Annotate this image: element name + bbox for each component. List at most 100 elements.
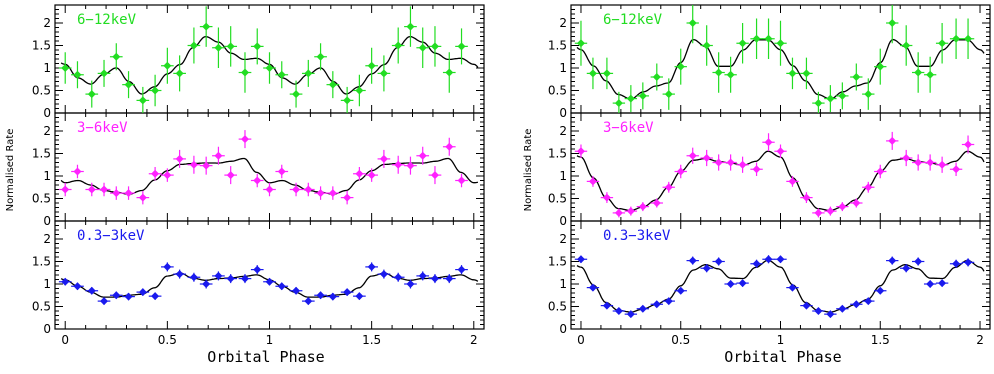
point-marker	[626, 310, 635, 319]
data-point	[886, 256, 899, 265]
point-marker	[802, 69, 811, 78]
data-point	[724, 280, 737, 288]
point-marker	[876, 62, 885, 71]
data-point	[148, 167, 162, 181]
data-point	[586, 283, 600, 292]
point-marker	[864, 297, 873, 306]
point-marker	[576, 147, 585, 156]
point-marker	[602, 301, 611, 310]
data-point	[824, 206, 837, 216]
point-marker	[638, 304, 647, 313]
point-marker	[430, 171, 439, 180]
data-point	[136, 288, 150, 297]
data-point	[812, 208, 825, 218]
point-marker	[124, 292, 133, 301]
y-tick-label: 1	[559, 169, 567, 183]
point-marker	[379, 270, 388, 279]
data-point	[173, 55, 186, 92]
point-marker	[838, 91, 847, 100]
point-marker	[802, 193, 811, 202]
data-point	[199, 6, 213, 47]
point-marker	[952, 34, 961, 43]
data-point	[301, 59, 315, 87]
data-point	[900, 25, 913, 66]
data-point	[636, 202, 650, 212]
data-point	[404, 6, 417, 47]
point-marker	[664, 90, 673, 99]
y-tick-label: 0	[559, 214, 567, 228]
data-point	[886, 5, 899, 44]
point-marker	[112, 291, 121, 300]
right-band-label-0-3-3kev: 0.3−3keV	[603, 228, 671, 244]
point-marker	[788, 69, 797, 78]
point-marker	[61, 64, 70, 72]
data-point	[97, 59, 111, 87]
point-marker	[253, 265, 262, 274]
data-point	[289, 80, 303, 108]
y-tick-label: 1.5	[548, 147, 567, 161]
point-marker	[343, 96, 352, 105]
point-marker	[764, 138, 773, 147]
y-tick-label: 1	[43, 277, 51, 291]
point-marker	[445, 142, 454, 151]
point-marker	[265, 185, 274, 194]
point-marker	[926, 280, 935, 288]
y-tick-label: 1	[559, 61, 567, 75]
point-marker	[367, 262, 376, 271]
point-marker	[614, 99, 623, 108]
data-point	[600, 57, 614, 90]
data-point	[786, 176, 799, 187]
point-marker	[952, 165, 961, 174]
data-point	[442, 137, 456, 156]
point-marker	[316, 291, 325, 300]
point-marker	[776, 147, 785, 156]
data-point	[173, 269, 186, 279]
point-marker	[214, 271, 223, 280]
data-point	[736, 156, 749, 173]
point-marker	[87, 90, 96, 99]
point-marker	[367, 171, 376, 180]
point-marker	[914, 158, 923, 167]
data-point	[161, 168, 174, 182]
data-point	[923, 280, 937, 288]
left-x-axis-title: Orbital Phase	[207, 348, 324, 366]
point-marker	[776, 255, 785, 264]
data-point	[238, 52, 252, 93]
point-marker	[652, 73, 661, 81]
data-point	[786, 283, 799, 292]
point-marker	[61, 277, 70, 286]
point-marker	[938, 279, 947, 288]
data-point	[961, 258, 975, 267]
data-point	[58, 52, 72, 84]
point-marker	[814, 99, 823, 108]
y-tick-label: 0	[43, 106, 51, 120]
y-tick-label: 0	[559, 322, 567, 336]
data-point	[624, 206, 638, 216]
point-marker	[938, 160, 947, 169]
point-marker	[328, 80, 337, 89]
point-marker	[676, 62, 685, 71]
x-tick-label: 1.5	[362, 333, 381, 347]
data-point	[724, 56, 737, 93]
data-point	[923, 154, 937, 171]
data-point	[289, 286, 303, 295]
point-marker	[138, 96, 147, 105]
point-marker	[87, 286, 96, 295]
point-marker	[764, 255, 773, 264]
point-marker	[418, 43, 427, 52]
y-tick-label: 2	[559, 232, 567, 246]
right-x-axis-title: Orbital Phase	[724, 348, 841, 366]
right-column: 0 0.5 1 1.5 2 0 0.5 1 1.5 2 0 0.5 1 1.5 2 0 0.5 1 1.5 2	[548, 4, 991, 347]
data-point	[574, 144, 588, 158]
data-point	[263, 182, 276, 197]
y-tick-label: 2	[43, 124, 51, 138]
point-marker	[124, 80, 133, 89]
point-marker	[802, 301, 811, 310]
data-point	[187, 27, 201, 64]
data-point	[712, 154, 725, 171]
data-point	[263, 277, 276, 286]
data-point	[862, 181, 875, 193]
data-point	[612, 307, 626, 315]
data-point	[774, 255, 787, 264]
data-point	[935, 23, 949, 64]
